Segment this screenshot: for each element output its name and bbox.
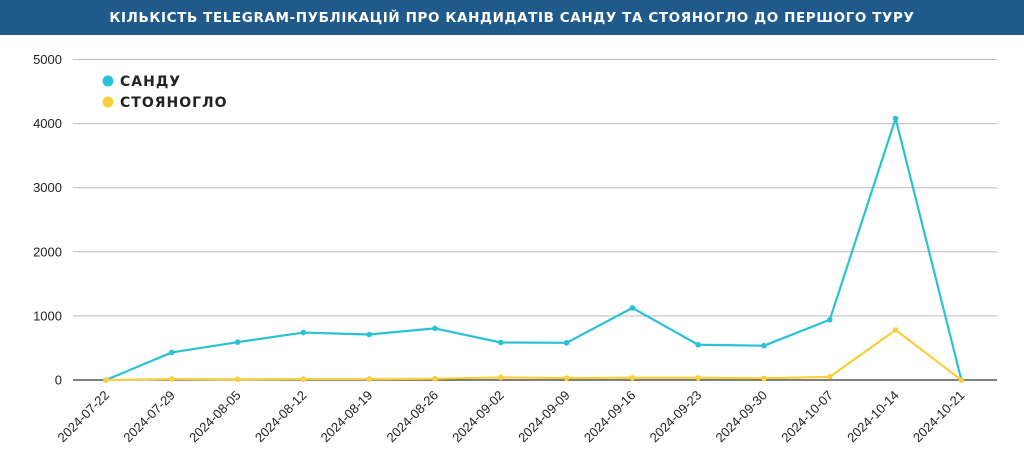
chart-title-bar: КІЛЬКІСТЬ TELEGRAM-ПУБЛІКАЦІЙ ПРО КАНДИД…	[0, 0, 1024, 35]
data-point	[366, 376, 373, 382]
x-tick-label: 2024-09-09	[515, 388, 573, 446]
x-tick-labels: 2024-07-22 2024-07-29 2024-08-05 2024-08-12…	[54, 388, 967, 446]
x-tick-label: 2024-08-26	[383, 388, 441, 446]
data-point	[629, 305, 636, 311]
data-point	[498, 374, 504, 381]
x-tick-label: 2024-10-21	[910, 388, 968, 446]
data-point	[629, 374, 636, 381]
x-tick-label: 2024-09-02	[449, 388, 507, 446]
data-point	[169, 349, 175, 356]
legend-marker	[102, 75, 114, 87]
series-lines	[103, 115, 965, 383]
data-point	[234, 376, 241, 383]
data-point	[695, 341, 701, 348]
x-tick-label: 2024-08-19	[318, 388, 376, 446]
data-point	[432, 375, 438, 382]
x-tick-label: 2024-09-30	[712, 388, 770, 446]
y-tick-label: 2000	[33, 244, 62, 259]
data-point	[761, 375, 767, 382]
x-tick-label: 2024-08-05	[186, 388, 244, 446]
data-point	[498, 339, 504, 346]
data-point	[761, 342, 767, 349]
data-point	[827, 316, 833, 323]
legend-label: САНДУ	[120, 74, 181, 90]
legend: САНДУ СТОЯНОГЛО	[102, 74, 228, 111]
data-point	[563, 375, 570, 381]
data-point	[300, 376, 307, 382]
y-tick-label: 1000	[33, 308, 62, 323]
x-tick-label: 2024-10-14	[844, 388, 902, 446]
legend-label: СТОЯНОГЛО	[120, 95, 228, 111]
data-point	[563, 340, 570, 346]
grid-lines	[73, 59, 997, 381]
data-point	[234, 339, 241, 345]
series-line-0	[105, 117, 963, 382]
y-tick-label: 3000	[33, 180, 62, 195]
series-line-1	[105, 328, 963, 382]
x-tick-label: 2024-08-12	[252, 388, 310, 446]
data-point	[958, 377, 965, 383]
y-tick-label: 0	[55, 373, 62, 388]
data-point	[827, 373, 833, 380]
x-tick-label: 2024-07-29	[120, 388, 178, 446]
legend-marker	[102, 96, 114, 108]
x-tick-label: 2024-07-22	[54, 388, 112, 446]
data-point	[366, 331, 373, 338]
data-point	[103, 377, 109, 383]
y-tick-label: 4000	[33, 116, 62, 131]
y-tick-label: 5000	[33, 52, 62, 67]
data-point	[892, 115, 899, 122]
data-point	[300, 329, 307, 336]
data-point	[695, 374, 701, 381]
x-tick-label: 2024-09-16	[581, 388, 639, 446]
data-point	[169, 376, 175, 382]
chart-title: КІЛЬКІСТЬ TELEGRAM-ПУБЛІКАЦІЙ ПРО КАНДИД…	[109, 9, 915, 26]
x-tick-label: 2024-09-23	[647, 388, 705, 446]
y-tick-labels: 0 1000 2000 3000 4000 5000	[33, 52, 62, 388]
x-tick-label: 2024-10-07	[778, 388, 836, 446]
data-point	[432, 325, 438, 332]
data-point	[892, 327, 899, 333]
